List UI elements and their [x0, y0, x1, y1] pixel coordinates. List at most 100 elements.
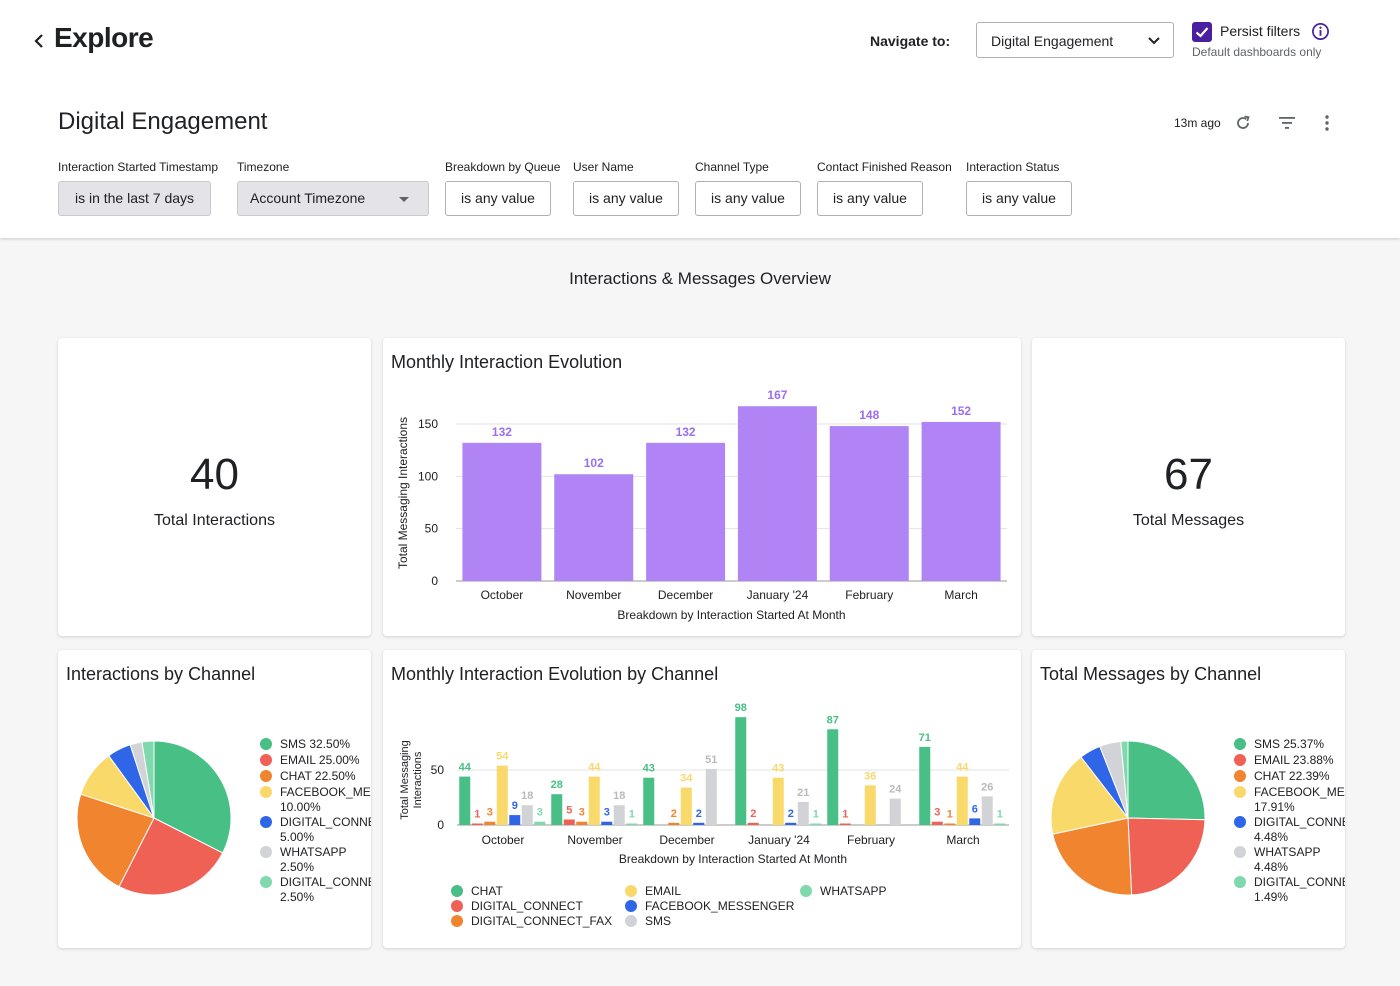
bar-value-label: 152 — [951, 404, 971, 418]
bar-value-label: 54 — [496, 751, 509, 763]
pie-slice — [1127, 817, 1206, 896]
bar-value-label: 102 — [584, 456, 604, 470]
bar — [509, 815, 521, 825]
x-axis-label: Breakdown by Interaction Started At Mont… — [619, 852, 847, 866]
y-tick-label: 0 — [431, 574, 438, 588]
bar — [601, 821, 613, 825]
bar-value-label: 5 — [566, 805, 572, 817]
bar — [693, 822, 705, 825]
filter-label-status: Interaction Status — [966, 160, 1060, 174]
bar-value-label: 34 — [680, 773, 693, 785]
bar-value-label: 98 — [735, 702, 747, 714]
y-tick-label: 50 — [431, 763, 445, 777]
legend-dot-icon — [260, 786, 272, 798]
legend-dot-icon — [260, 754, 272, 766]
legend-label: CHAT 22.50% — [280, 769, 356, 783]
legend-item[interactable]: EMAIL — [625, 884, 681, 898]
persist-filters-subtext: Default dashboards only — [1192, 45, 1322, 59]
legend-label: DIGITAL_CONNEC 1.49% — [1254, 875, 1345, 904]
bar-value-label: 26 — [981, 781, 993, 793]
bar — [551, 794, 563, 825]
bar — [737, 406, 817, 581]
legend-item[interactable]: WHATSAPP — [800, 884, 886, 898]
legend-label: DIGITAL_CONNEC 4.48% — [1254, 815, 1345, 844]
bar-value-label: 1 — [813, 809, 819, 821]
x-axis-label: Breakdown by Interaction Started At Mont… — [617, 608, 845, 622]
filter-timestamp[interactable]: is in the last 7 days — [58, 181, 211, 216]
kpi-value: 40 — [190, 450, 239, 499]
bar — [668, 822, 680, 825]
filter-queue[interactable]: is any value — [445, 181, 551, 216]
navigate-select[interactable]: Digital Engagement — [976, 22, 1174, 58]
legend-item[interactable]: DIGITAL_CONNECT_FAX — [451, 914, 612, 928]
more-options-icon[interactable] — [1320, 114, 1334, 132]
bar-value-label: 2 — [696, 808, 702, 820]
legend-item[interactable]: DIGITAL_CONNECT — [451, 899, 583, 913]
bar-value-label: 36 — [864, 770, 876, 782]
filter-status[interactable]: is any value — [966, 181, 1072, 216]
back-arrow-icon[interactable] — [30, 29, 50, 53]
legend-dot-icon — [625, 900, 637, 912]
x-tick-label: February — [847, 833, 895, 847]
legend-item[interactable]: FACEBOOK_MESSENGER — [625, 899, 794, 913]
pie-slice — [76, 793, 155, 888]
bar — [471, 823, 483, 825]
bar — [839, 823, 851, 825]
filter-icon[interactable] — [1278, 115, 1296, 131]
legend-label: DIGITAL_CONNEC 2.50% — [280, 875, 371, 904]
y-axis-label: Total Messaging Interactions — [396, 417, 410, 569]
legend-dot-icon — [625, 885, 637, 897]
chart-title: Monthly Interaction Evolution by Channel — [391, 664, 719, 684]
bar-value-label: 44 — [588, 762, 601, 774]
bar — [462, 442, 542, 581]
filter-timezone[interactable]: Account Timezone — [237, 181, 429, 216]
bar-value-label: 3 — [579, 807, 585, 819]
legend-label: EMAIL 23.88% — [1254, 753, 1334, 767]
bar-value-label: 43 — [643, 763, 655, 775]
bar — [785, 822, 797, 825]
bar — [496, 765, 508, 825]
bar-value-label: 71 — [919, 732, 931, 744]
refresh-icon[interactable] — [1234, 114, 1252, 132]
bar — [827, 729, 839, 825]
chart-title: Total Messages by Channel — [1040, 664, 1262, 684]
legend-label: CHAT 22.39% — [1254, 769, 1330, 783]
pie-slice — [153, 740, 232, 854]
filter-label-timestamp: Interaction Started Timestamp — [58, 160, 219, 174]
legend-label: DIGITAL_CONNECT — [471, 899, 583, 913]
x-tick-label: October — [482, 833, 525, 847]
bar — [554, 474, 634, 581]
y-tick-label: 0 — [437, 818, 444, 832]
bar — [613, 805, 625, 825]
filter-label-user: User Name — [573, 160, 634, 174]
bar — [588, 776, 600, 825]
legend-label: WHATSAPP 2.50% — [280, 845, 347, 874]
bar-value-label: 132 — [492, 425, 512, 439]
checkmark-icon — [1195, 27, 1209, 38]
legend-label: SMS 32.50% — [280, 737, 351, 751]
filter-reason[interactable]: is any value — [817, 181, 923, 216]
legend-item[interactable]: SMS — [625, 914, 671, 928]
dashboard-title: Digital Engagement — [58, 108, 268, 135]
bar-value-label: 1 — [474, 809, 480, 821]
navigate-select-value: Digital Engagement — [991, 33, 1114, 49]
filter-channel[interactable]: is any value — [695, 181, 801, 216]
top-bar: Explore Navigate to: Digital Engagement … — [0, 0, 1400, 238]
filter-user[interactable]: is any value — [573, 181, 679, 216]
bar-value-label: 1 — [947, 809, 953, 821]
persist-filters-checkbox[interactable] — [1192, 22, 1212, 42]
bar — [944, 823, 956, 825]
legend-label: WHATSAPP — [820, 884, 887, 898]
info-icon[interactable] — [1311, 22, 1330, 41]
pie-slice — [1127, 740, 1206, 821]
x-tick-label: March — [944, 588, 977, 602]
legend-item[interactable]: CHAT — [451, 884, 503, 898]
pie-slice — [118, 817, 224, 896]
legend-dot-icon — [260, 876, 272, 888]
legend-dot-icon — [1234, 786, 1246, 798]
legend-dot-icon — [260, 738, 272, 750]
bar — [735, 717, 747, 825]
y-axis-label: Total MessagingInteractions — [399, 740, 424, 820]
legend-dot-icon — [260, 816, 272, 828]
filter-label-timezone: Timezone — [237, 160, 290, 174]
